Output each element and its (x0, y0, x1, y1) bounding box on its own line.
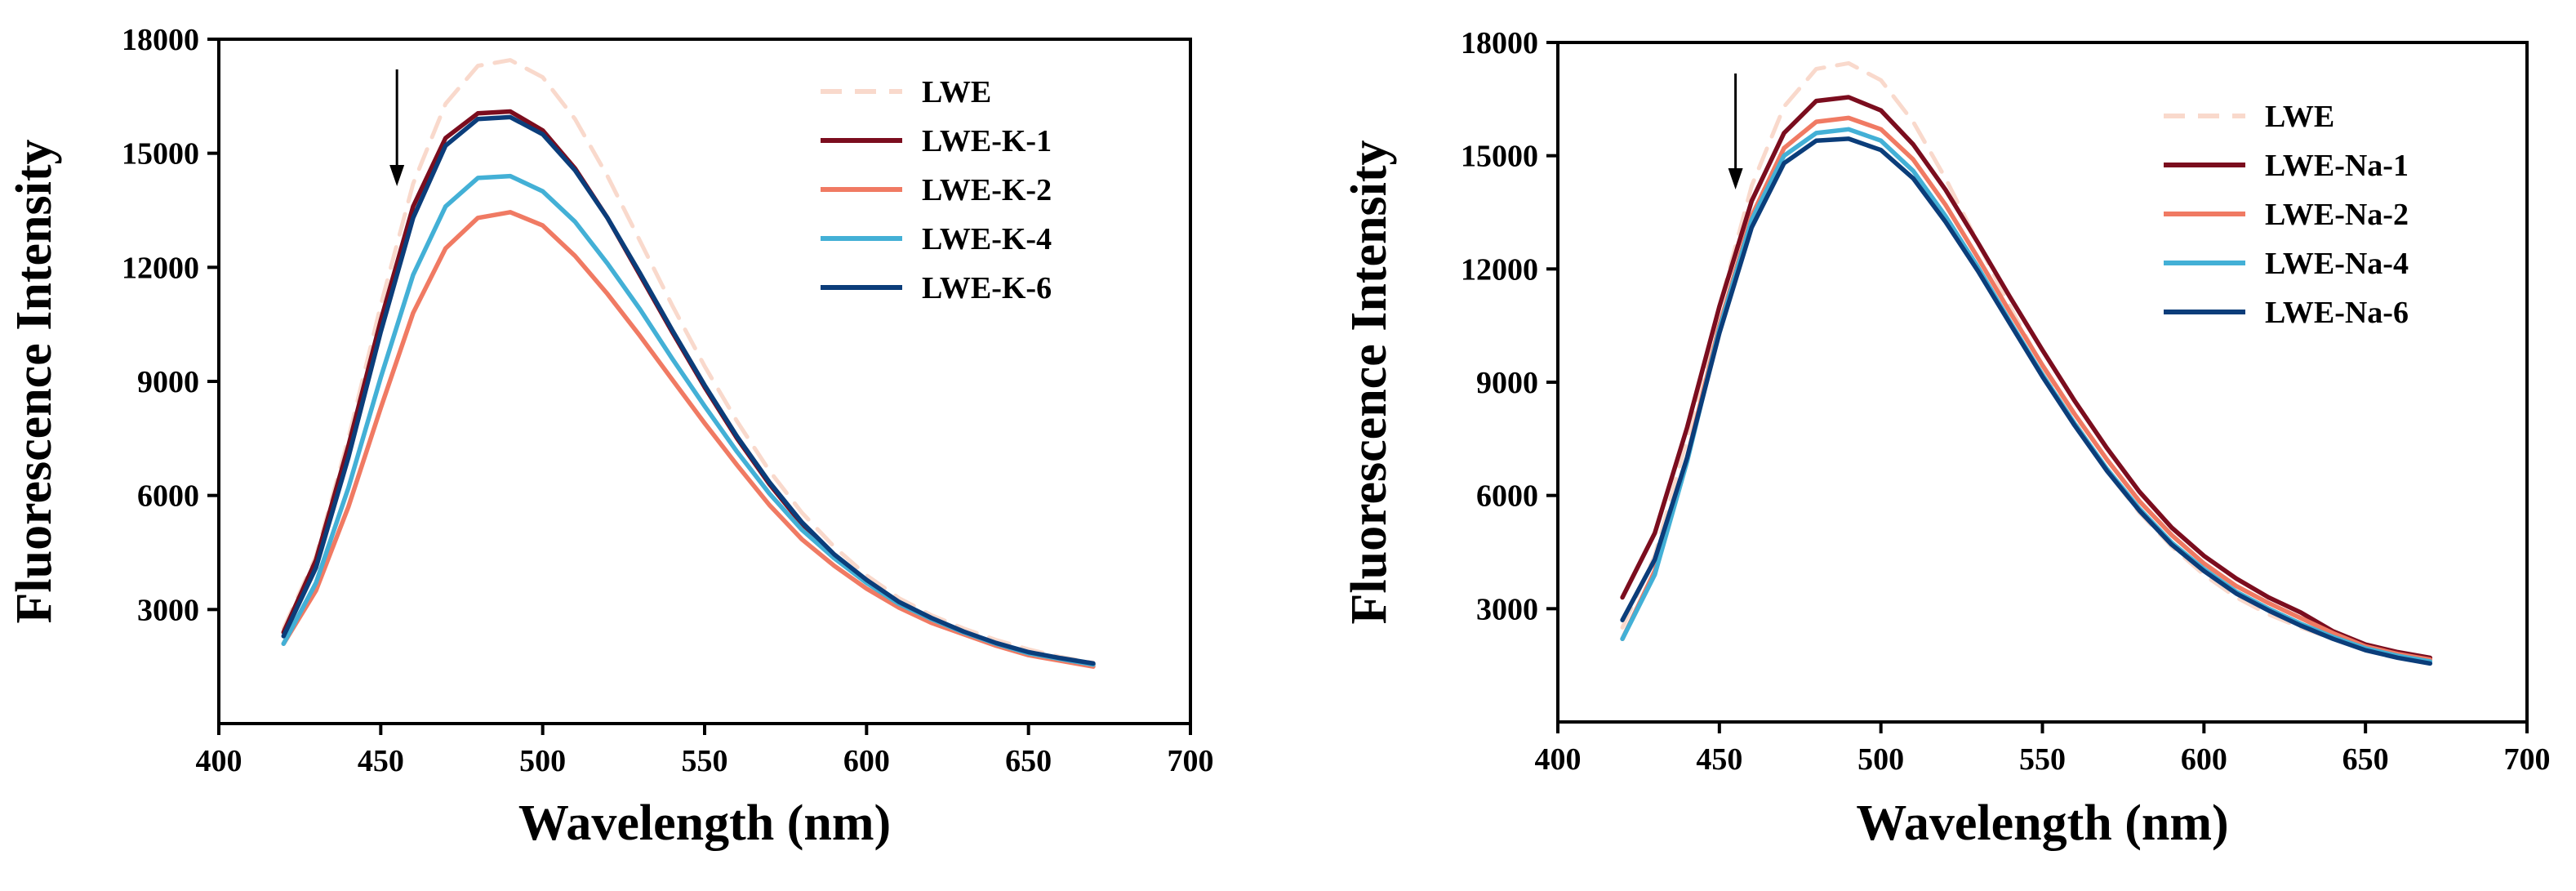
x-tick-label: 700 (2504, 742, 2551, 777)
x-tick-label: 550 (2019, 742, 2066, 777)
x-tick-label: 600 (2181, 742, 2227, 777)
x-tick-label: 550 (682, 744, 728, 778)
x-tick-label: 450 (358, 744, 404, 778)
x-tick-label: 500 (519, 744, 566, 778)
legend-label-lwe-k-6: LWE-K-6 (922, 271, 1052, 305)
x-axis-title: Wavelength (nm) (518, 795, 891, 851)
y-tick-label: 9000 (137, 365, 199, 399)
x-axis-title: Wavelength (nm) (1856, 795, 2228, 851)
y-tick-label: 15000 (1461, 140, 1538, 174)
y-tick-label: 15000 (122, 137, 199, 172)
y-tick-label: 12000 (122, 251, 199, 285)
y-tick-label: 18000 (122, 23, 199, 57)
legend-label-lwe: LWE (922, 75, 991, 109)
x-tick-label: 600 (843, 744, 890, 778)
y-tick-label: 3000 (1476, 592, 1538, 626)
x-tick-label: 400 (196, 744, 242, 778)
x-tick-label: 400 (1535, 742, 1582, 777)
legend-label-lwe: LWE (2265, 100, 2334, 134)
legend: LWE LWE-Na-1 LWE-Na-2 LWE-Na-4 LWE-Na-6 (2164, 100, 2409, 330)
y-tick-label: 9000 (1476, 366, 1538, 400)
y-tick-label: 18000 (1461, 26, 1538, 60)
y-tick-label: 6000 (137, 479, 199, 514)
y-tick-label: 6000 (1476, 479, 1538, 514)
legend-label-lwe-na-4: LWE-Na-4 (2265, 247, 2409, 281)
x-tick-label: 650 (1005, 744, 1052, 778)
x-tick-label: 650 (2342, 742, 2389, 777)
x-tick-label: 450 (1696, 742, 1742, 777)
legend-label-lwe-na-2: LWE-Na-2 (2265, 198, 2409, 232)
y-tick-label: 12000 (1461, 252, 1538, 287)
legend-label-lwe-na-1: LWE-Na-1 (2265, 149, 2409, 183)
legend-label-lwe-k-1: LWE-K-1 (922, 124, 1052, 158)
chart-right-sodium: 400 450 500 550 600 650 700 3000 6000 9000 12000 15… (1341, 26, 2551, 851)
y-axis-title: Fluorescence Intensity (7, 140, 62, 624)
chart-left-potassium: 400 450 500 550 600 650 700 3000 6000 9000 12000 15… (7, 23, 1214, 851)
x-tick-label: 700 (1168, 744, 1214, 778)
arrow-head (1728, 168, 1743, 189)
legend-label-lwe-k-4: LWE-K-4 (922, 222, 1052, 256)
legend: LWE LWE-K-1 LWE-K-2 LWE-K-4 LWE-K-6 (821, 75, 1052, 305)
series-line-lwe-na-1 (1620, 95, 2433, 661)
series-line-lwe-na-6 (1620, 136, 2433, 666)
series-line-lwe (281, 58, 1096, 665)
legend-label-lwe-k-2: LWE-K-2 (922, 173, 1052, 207)
x-tick-label: 500 (1857, 742, 1904, 777)
y-tick-label: 3000 (137, 593, 199, 627)
series-line-lwe-k-6 (281, 114, 1096, 666)
legend-label-lwe-na-6: LWE-Na-6 (2265, 296, 2409, 330)
y-axis-title: Fluorescence Intensity (1341, 140, 1397, 625)
arrow-head (389, 165, 405, 186)
